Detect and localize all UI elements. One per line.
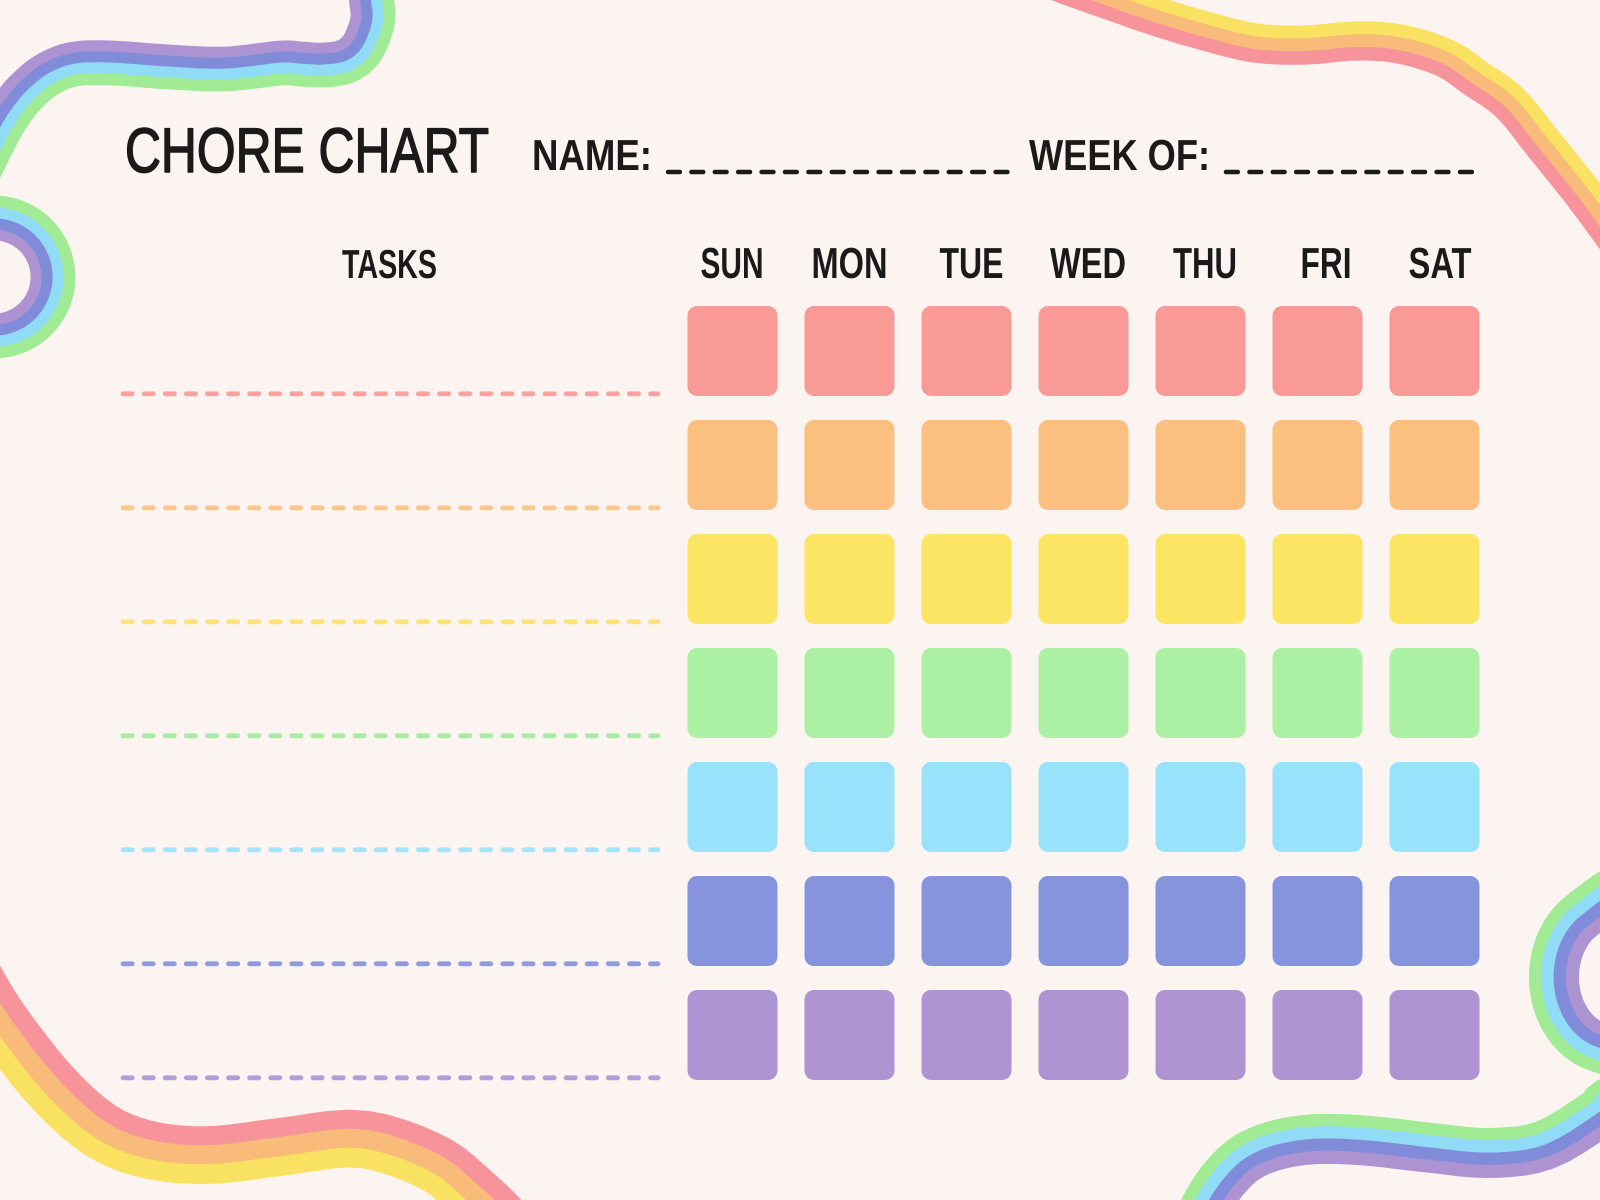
svg-text:SUN: SUN [701,240,764,288]
svg-text:NAME:: NAME: [532,132,652,180]
svg-text:FRI: FRI [1301,240,1352,288]
svg-text:SAT: SAT [1409,240,1472,288]
svg-text:TUE: TUE [940,240,1004,288]
svg-text:MON: MON [812,240,888,288]
svg-text:THU: THU [1173,240,1237,288]
svg-text:CHORE CHART: CHORE CHART [125,116,489,186]
svg-text:WEEK OF:: WEEK OF: [1029,132,1210,180]
svg-text:WED: WED [1050,240,1126,288]
svg-text:TASKS: TASKS [342,241,437,287]
